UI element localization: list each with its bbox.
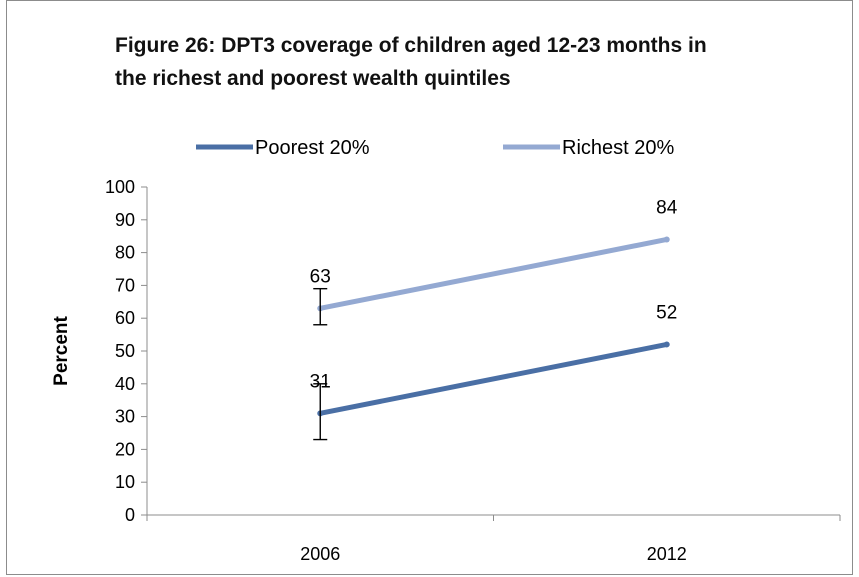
x-tick-label: 2012 bbox=[647, 544, 687, 564]
chart-title-line-2: the richest and poorest wealth quintiles bbox=[115, 67, 511, 90]
axes bbox=[146, 187, 840, 516]
data-label-poorest: 31 bbox=[310, 371, 331, 392]
y-tick-label: 0 bbox=[125, 505, 135, 525]
y-tick-label: 60 bbox=[115, 308, 135, 328]
data-point-poorest bbox=[663, 341, 670, 348]
y-tick-label: 40 bbox=[115, 374, 135, 394]
y-tick-label: 80 bbox=[115, 243, 135, 263]
y-tick-label: 100 bbox=[105, 177, 135, 197]
y-axis-title: Percent bbox=[51, 315, 72, 385]
legend: Poorest 20% Richest 20% bbox=[196, 137, 674, 159]
y-tick-label: 10 bbox=[115, 472, 135, 492]
legend-label-poorest: Poorest 20% bbox=[255, 137, 370, 159]
y-tick-label: 90 bbox=[115, 210, 135, 230]
y-tick-label: 20 bbox=[115, 439, 135, 459]
chart-title-line-1: Figure 26: DPT3 coverage of children age… bbox=[115, 34, 707, 57]
data-point-richest bbox=[663, 236, 670, 243]
x-axis-ticks: 2006 2012 bbox=[146, 515, 841, 564]
series-line-richest bbox=[317, 236, 670, 311]
x-tick-label: 2006 bbox=[300, 544, 340, 564]
y-tick-label: 70 bbox=[115, 275, 135, 295]
data-label-richest: 84 bbox=[656, 197, 678, 218]
data-label-richest: 63 bbox=[310, 266, 331, 287]
legend-label-richest: Richest 20% bbox=[562, 137, 674, 159]
data-label-poorest: 52 bbox=[656, 302, 677, 323]
y-tick-label: 50 bbox=[115, 341, 135, 361]
series-layer: 31 52 63 84 bbox=[310, 197, 678, 441]
series-line-poorest bbox=[317, 341, 670, 416]
y-axis-ticks: 0 10 20 30 40 50 60 70 80 90 100 bbox=[105, 177, 147, 525]
y-tick-label: 30 bbox=[115, 407, 135, 427]
